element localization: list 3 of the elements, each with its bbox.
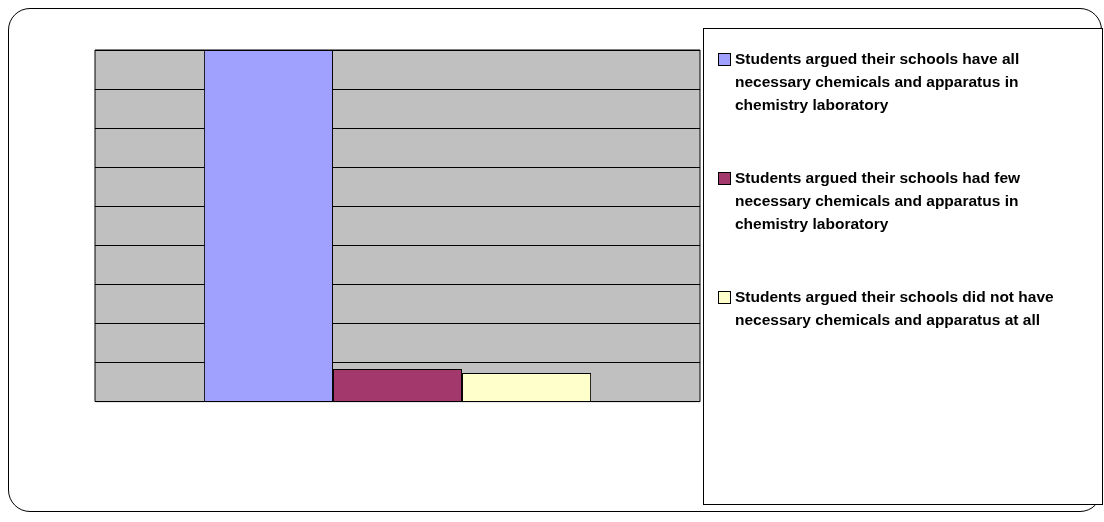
legend-label: Students argued their schools had few necessary chemicals and apparatus in chemistry laboratory: [735, 168, 1022, 234]
legend-label: Students argued their schools did not have necessary chemicals and apparatus at all: [735, 287, 1055, 330]
legend-label: Students argued their schools have all necessary chemicals and apparatus in chemistry laboratory: [735, 49, 1021, 115]
